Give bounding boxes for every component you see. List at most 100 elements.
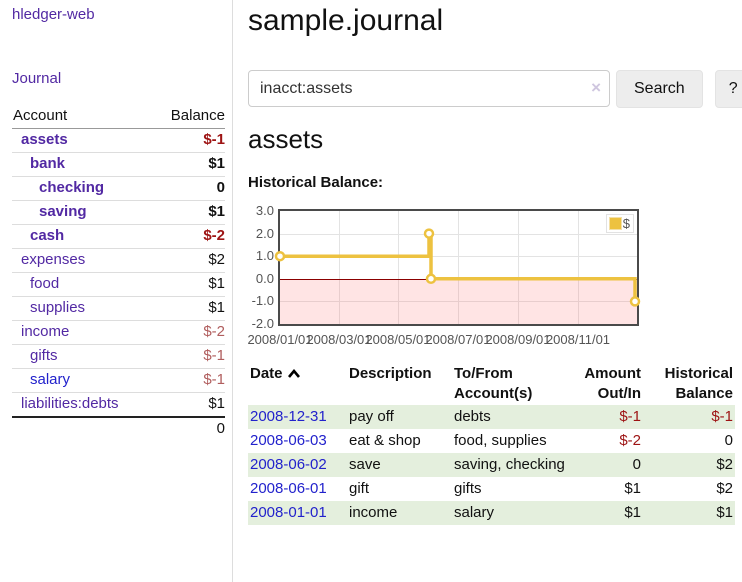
transaction-description: gift [349,480,370,497]
transaction-balance: $2 [716,456,733,473]
transaction-accounts: debts [454,408,491,425]
transaction-amount: $1 [624,504,641,521]
register-row: 2008-01-01 income salary $1 $1 [248,501,735,525]
gridline [339,211,340,324]
account-link-saving[interactable]: saving [39,203,87,220]
account-link-assets[interactable]: assets [21,131,68,148]
register-header-description: Description [349,365,432,382]
transaction-balance: $2 [716,480,733,497]
account-row-liabilities-debts: liabilities:debts $1 [12,392,225,418]
transaction-balance: 0 [724,432,733,449]
transaction-amount: $1 [624,480,641,497]
register-header-row: Date Description To/From Account(s) Amou… [248,363,735,405]
transaction-accounts: food, supplies [454,432,547,449]
register-header-balance: Historical Balance [664,365,733,402]
transaction-accounts: saving, checking [454,456,565,473]
transaction-date-link[interactable]: 2008-01-01 [250,504,327,521]
clear-search-icon[interactable]: × [591,78,601,97]
account-balance: $-2 [152,320,225,345]
register-table: Date Description To/From Account(s) Amou… [248,363,735,525]
register-row: 2008-06-01 gift gifts $1 $2 [248,477,735,501]
account-row-saving: saving $1 [12,200,225,225]
register-header-date[interactable]: Date [248,363,347,405]
gridline [398,211,399,324]
account-row-salary: salary $-1 [12,368,225,393]
transaction-amount: 0 [632,456,641,473]
transaction-description: pay off [349,408,394,425]
account-row-income: income $-2 [12,320,225,345]
account-balance: $-1 [152,344,225,369]
transaction-description: eat & shop [349,432,421,449]
gridline [458,211,459,324]
sort-ascending-icon [287,369,300,378]
balance-series-line [274,228,641,307]
register-row: 2008-06-02 save saving, checking 0 $2 [248,453,735,477]
chart-legend: $ [605,214,634,233]
transaction-accounts: gifts [454,480,482,497]
y-tick: 2.0 [255,225,274,241]
account-balance: $1 [152,200,225,225]
search-button[interactable]: Search [616,70,703,108]
x-tick: 2008/05/01 [365,332,431,347]
page-title: sample.journal [248,4,444,37]
account-link-expenses[interactable]: expenses [21,251,86,268]
x-tick: 2008/07/01 [425,332,491,347]
sidebar-item-journal[interactable]: Journal [12,70,62,87]
register-header-account: To/From Account(s) [454,365,533,402]
account-balance: $1 [152,392,225,418]
transaction-amount: $-2 [619,432,641,449]
transaction-date-link[interactable]: 2008-06-03 [250,432,327,449]
historical-balance-chart: 3.0 2.0 1.0 0.0 -1.0 -2.0 $ [247,201,728,347]
account-balance: $-1 [152,368,225,393]
account-balance: $1 [152,272,225,297]
account-row-checking: checking 0 [12,176,225,201]
x-tick: 2008/01/01 [247,332,313,347]
brand-link[interactable]: hledger-web [12,6,95,23]
account-link-food[interactable]: food [30,275,60,292]
y-tick: -1.0 [251,293,274,309]
register-header-amount: Amount Out/In [584,365,641,402]
account-balance: 0 [152,176,225,201]
transaction-amount: $-1 [619,408,641,425]
account-link-supplies[interactable]: supplies [30,299,86,316]
account-link-bank[interactable]: bank [30,155,66,172]
x-tick: 2008/03/01 [306,332,372,347]
account-balance: $2 [152,248,225,273]
gridline [578,211,579,324]
register-row: 2008-12-31 pay off debts $-1 $-1 [248,405,735,429]
accounts-header-account: Account [12,104,153,129]
gridline [518,211,519,324]
y-tick: 0.0 [255,270,274,286]
transaction-date-link[interactable]: 2008-12-31 [250,408,327,425]
x-tick: 2008/09/01 [485,332,551,347]
x-tick: 2008/11/01 [545,332,611,347]
account-link-gifts[interactable]: gifts [30,347,58,364]
register-row: 2008-06-03 eat & shop food, supplies $-2… [248,429,735,453]
legend-swatch-icon [608,217,622,230]
chart-title: Historical Balance: [248,174,384,191]
account-link-checking[interactable]: checking [39,179,105,196]
accounts-total-row: 0 [12,416,225,440]
account-row-bank: bank $1 [12,152,225,177]
account-link-income[interactable]: income [21,323,70,340]
accounts-header-balance: Balance [152,104,225,129]
sidebar: hledger-web Journal Account Balance asse… [0,0,233,582]
account-link-salary[interactable]: salary [30,371,71,388]
y-tick: -2.0 [251,316,274,331]
transaction-date-link[interactable]: 2008-06-02 [250,456,327,473]
account-row-expenses: expenses $2 [12,248,225,273]
plot-area: $ [274,209,641,326]
account-link-liabilities-debts[interactable]: liabilities:debts [21,395,119,412]
search-input[interactable] [248,70,610,107]
transaction-accounts: salary [454,504,495,521]
accounts-table: Account Balance assets $-1 bank $1 check… [12,104,225,440]
account-link-cash[interactable]: cash [30,227,65,244]
help-button[interactable]: ? [714,70,742,108]
transaction-description: income [349,504,398,521]
accounts-total-value: 0 [152,416,225,440]
y-tick: 1.0 [255,248,274,264]
account-balance: $-2 [152,224,225,249]
account-row-cash: cash $-2 [12,224,225,249]
account-balance: $1 [152,152,225,177]
transaction-date-link[interactable]: 2008-06-01 [250,480,327,497]
